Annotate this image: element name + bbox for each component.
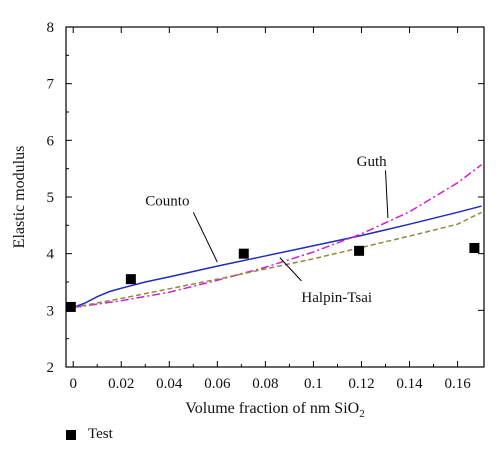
legend: Test bbox=[66, 426, 113, 443]
x-tick-label: 0.1 bbox=[304, 376, 323, 392]
x-tick-label: 0.04 bbox=[156, 376, 183, 392]
series-line-counto bbox=[72, 205, 482, 309]
series-lines bbox=[72, 164, 483, 309]
y-axis-ticks: 2 3 4 5 6 7 8 bbox=[47, 20, 484, 376]
x-tick-label: 0.12 bbox=[348, 376, 374, 392]
x-axis-title-subscript: 2 bbox=[359, 408, 365, 420]
annotation-counto: Counto bbox=[145, 194, 189, 210]
leader-line-guth bbox=[385, 170, 389, 218]
series-line-halpin-tsai bbox=[73, 211, 482, 309]
x-axis-title: Volume fraction of nm SiO2 bbox=[185, 400, 364, 420]
plot-area-border bbox=[65, 26, 485, 368]
x-tick-label: 0.16 bbox=[444, 376, 471, 392]
leader-line-counto bbox=[192, 212, 218, 263]
legend-marker-test bbox=[66, 429, 76, 440]
y-tick-label: 6 bbox=[47, 133, 55, 149]
y-tick-label: 8 bbox=[47, 20, 55, 36]
y-tick-label: 3 bbox=[47, 303, 55, 319]
data-point-test bbox=[65, 301, 76, 312]
x-tick-label: 0.02 bbox=[108, 376, 134, 392]
y-tick-label: 7 bbox=[47, 77, 55, 93]
y-tick-label: 5 bbox=[47, 190, 55, 206]
x-tick-label: 0.14 bbox=[396, 376, 423, 392]
y-tick-label: 4 bbox=[47, 247, 55, 263]
series-points bbox=[65, 243, 480, 312]
legend-label-test: Test bbox=[88, 426, 113, 442]
x-tick-label: 0.08 bbox=[252, 376, 278, 392]
data-point-test bbox=[469, 243, 480, 253]
x-axis-title-text: Volume fraction of nm SiO bbox=[185, 400, 359, 417]
annotation-halpin-tsai: Halpin-Tsai bbox=[301, 290, 372, 306]
annotation-guth: Guth bbox=[357, 154, 388, 170]
series-line-guth bbox=[73, 164, 483, 309]
annotations: Guth Counto Halpin-Tsai bbox=[145, 154, 389, 306]
x-tick-label: 0 bbox=[69, 376, 77, 392]
x-tick-label: 0.06 bbox=[204, 376, 231, 392]
data-point-test bbox=[125, 274, 136, 285]
leader-line-halpin-tsai bbox=[279, 257, 302, 282]
data-point-test bbox=[354, 245, 365, 256]
x-axis-ticks: 0 0.02 0.04 0.06 0.08 0.1 0.12 0.14 0.16 bbox=[69, 27, 471, 392]
data-point-test bbox=[238, 248, 249, 259]
plot-frame bbox=[65, 26, 485, 368]
y-axis-title: Elastic modulus bbox=[11, 146, 28, 249]
y-tick-label: 2 bbox=[47, 360, 55, 376]
